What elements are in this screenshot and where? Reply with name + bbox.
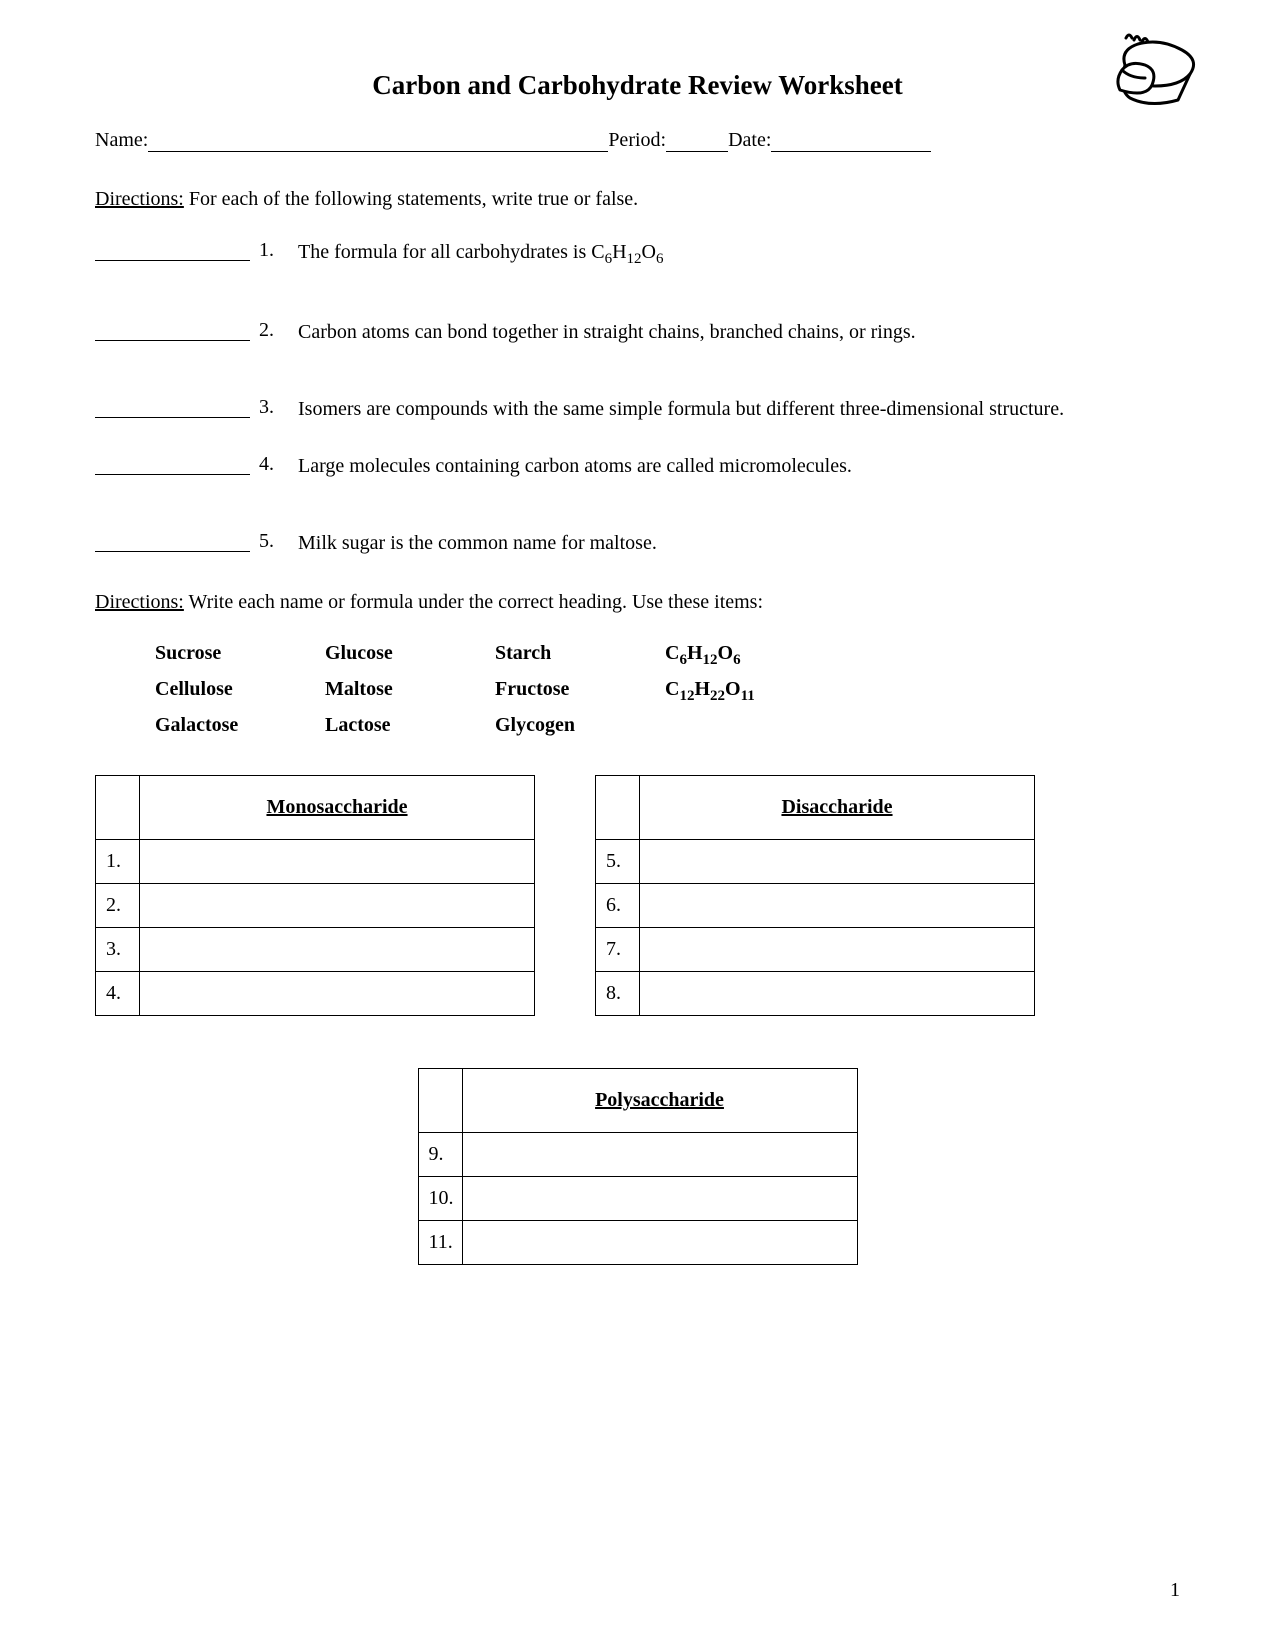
- tf-number: 1.: [250, 239, 278, 262]
- word-bank: Sucrose Glucose Starch C6H12O6 Cellulose…: [155, 642, 1180, 737]
- page-title: Carbon and Carbohydrate Review Worksheet: [95, 60, 1180, 101]
- directions-label: Directions:: [95, 591, 184, 613]
- header-fields: Name: Period: Date:: [95, 129, 1180, 152]
- period-label: Period:: [608, 129, 666, 152]
- page-number: 1: [1170, 1579, 1180, 1602]
- word-item: Lactose: [325, 714, 495, 737]
- bread-icon: [1110, 30, 1200, 110]
- table-row: 1.: [96, 840, 535, 884]
- table-row: 4.: [96, 972, 535, 1016]
- answer-cell[interactable]: [640, 884, 1035, 928]
- table-row: 10.: [418, 1177, 857, 1221]
- table-row: 5.: [596, 840, 1035, 884]
- tf-text: Large molecules containing carbon atoms …: [298, 453, 1180, 480]
- word-item: Glucose: [325, 642, 495, 669]
- answer-cell[interactable]: [140, 928, 535, 972]
- table-row: 3.: [96, 928, 535, 972]
- table-row: 8.: [596, 972, 1035, 1016]
- tf-blank[interactable]: [95, 453, 250, 475]
- table-row: 6.: [596, 884, 1035, 928]
- table-row: 9.: [418, 1133, 857, 1177]
- tf-text: Isomers are compounds with the same simp…: [298, 396, 1180, 423]
- tf-number: 4.: [250, 453, 278, 476]
- answer-cell[interactable]: [462, 1177, 857, 1221]
- tf-blank[interactable]: [95, 239, 250, 261]
- directions-1: Directions: For each of the following st…: [95, 188, 1180, 211]
- word-item: Fructose: [495, 678, 665, 705]
- table-header: Disaccharide: [640, 776, 1035, 840]
- date-blank[interactable]: [771, 130, 931, 152]
- period-blank[interactable]: [666, 130, 728, 152]
- tf-item-3: 3. Isomers are compounds with the same s…: [95, 396, 1180, 423]
- answer-cell[interactable]: [640, 840, 1035, 884]
- tf-item-2: 2. Carbon atoms can bond together in str…: [95, 319, 1180, 346]
- tf-number: 2.: [250, 319, 278, 342]
- word-item: Glycogen: [495, 714, 665, 737]
- answer-cell[interactable]: [640, 972, 1035, 1016]
- tf-blank[interactable]: [95, 530, 250, 552]
- word-item-formula: C12H22O11: [665, 678, 835, 705]
- table-row: 2.: [96, 884, 535, 928]
- word-item: Maltose: [325, 678, 495, 705]
- word-item: Sucrose: [155, 642, 325, 669]
- word-item: Cellulose: [155, 678, 325, 705]
- name-label: Name:: [95, 129, 148, 152]
- disaccharide-table: Disaccharide 5. 6. 7. 8.: [595, 775, 1035, 1016]
- tf-text: The formula for all carbohydrates is C6H…: [298, 239, 1180, 269]
- tf-number: 5.: [250, 530, 278, 553]
- name-blank[interactable]: [148, 130, 608, 152]
- polysaccharide-table: Polysaccharide 9. 10. 11.: [418, 1068, 858, 1265]
- tf-blank[interactable]: [95, 319, 250, 341]
- tf-text: Carbon atoms can bond together in straig…: [298, 319, 1180, 346]
- answer-cell[interactable]: [462, 1133, 857, 1177]
- table-header: Polysaccharide: [462, 1069, 857, 1133]
- tf-item-1: 1. The formula for all carbohydrates is …: [95, 239, 1180, 269]
- answer-cell[interactable]: [462, 1221, 857, 1265]
- tf-item-4: 4. Large molecules containing carbon ato…: [95, 453, 1180, 480]
- tf-blank[interactable]: [95, 396, 250, 418]
- directions-text: For each of the following statements, wr…: [184, 188, 638, 210]
- tf-text: Milk sugar is the common name for maltos…: [298, 530, 1180, 557]
- monosaccharide-table: Monosaccharide 1. 2. 3. 4.: [95, 775, 535, 1016]
- answer-cell[interactable]: [140, 884, 535, 928]
- table-row: 11.: [418, 1221, 857, 1265]
- date-label: Date:: [728, 129, 771, 152]
- answer-cell[interactable]: [140, 972, 535, 1016]
- word-item: Galactose: [155, 714, 325, 737]
- table-header: Monosaccharide: [140, 776, 535, 840]
- word-item: Starch: [495, 642, 665, 669]
- word-item-formula: C6H12O6: [665, 642, 835, 669]
- directions-2: Directions: Write each name or formula u…: [95, 591, 1180, 614]
- tf-item-5: 5. Milk sugar is the common name for mal…: [95, 530, 1180, 557]
- answer-cell[interactable]: [640, 928, 1035, 972]
- answer-cell[interactable]: [140, 840, 535, 884]
- tf-number: 3.: [250, 396, 278, 419]
- directions-text: Write each name or formula under the cor…: [184, 591, 763, 613]
- table-row: 7.: [596, 928, 1035, 972]
- directions-label: Directions:: [95, 188, 184, 210]
